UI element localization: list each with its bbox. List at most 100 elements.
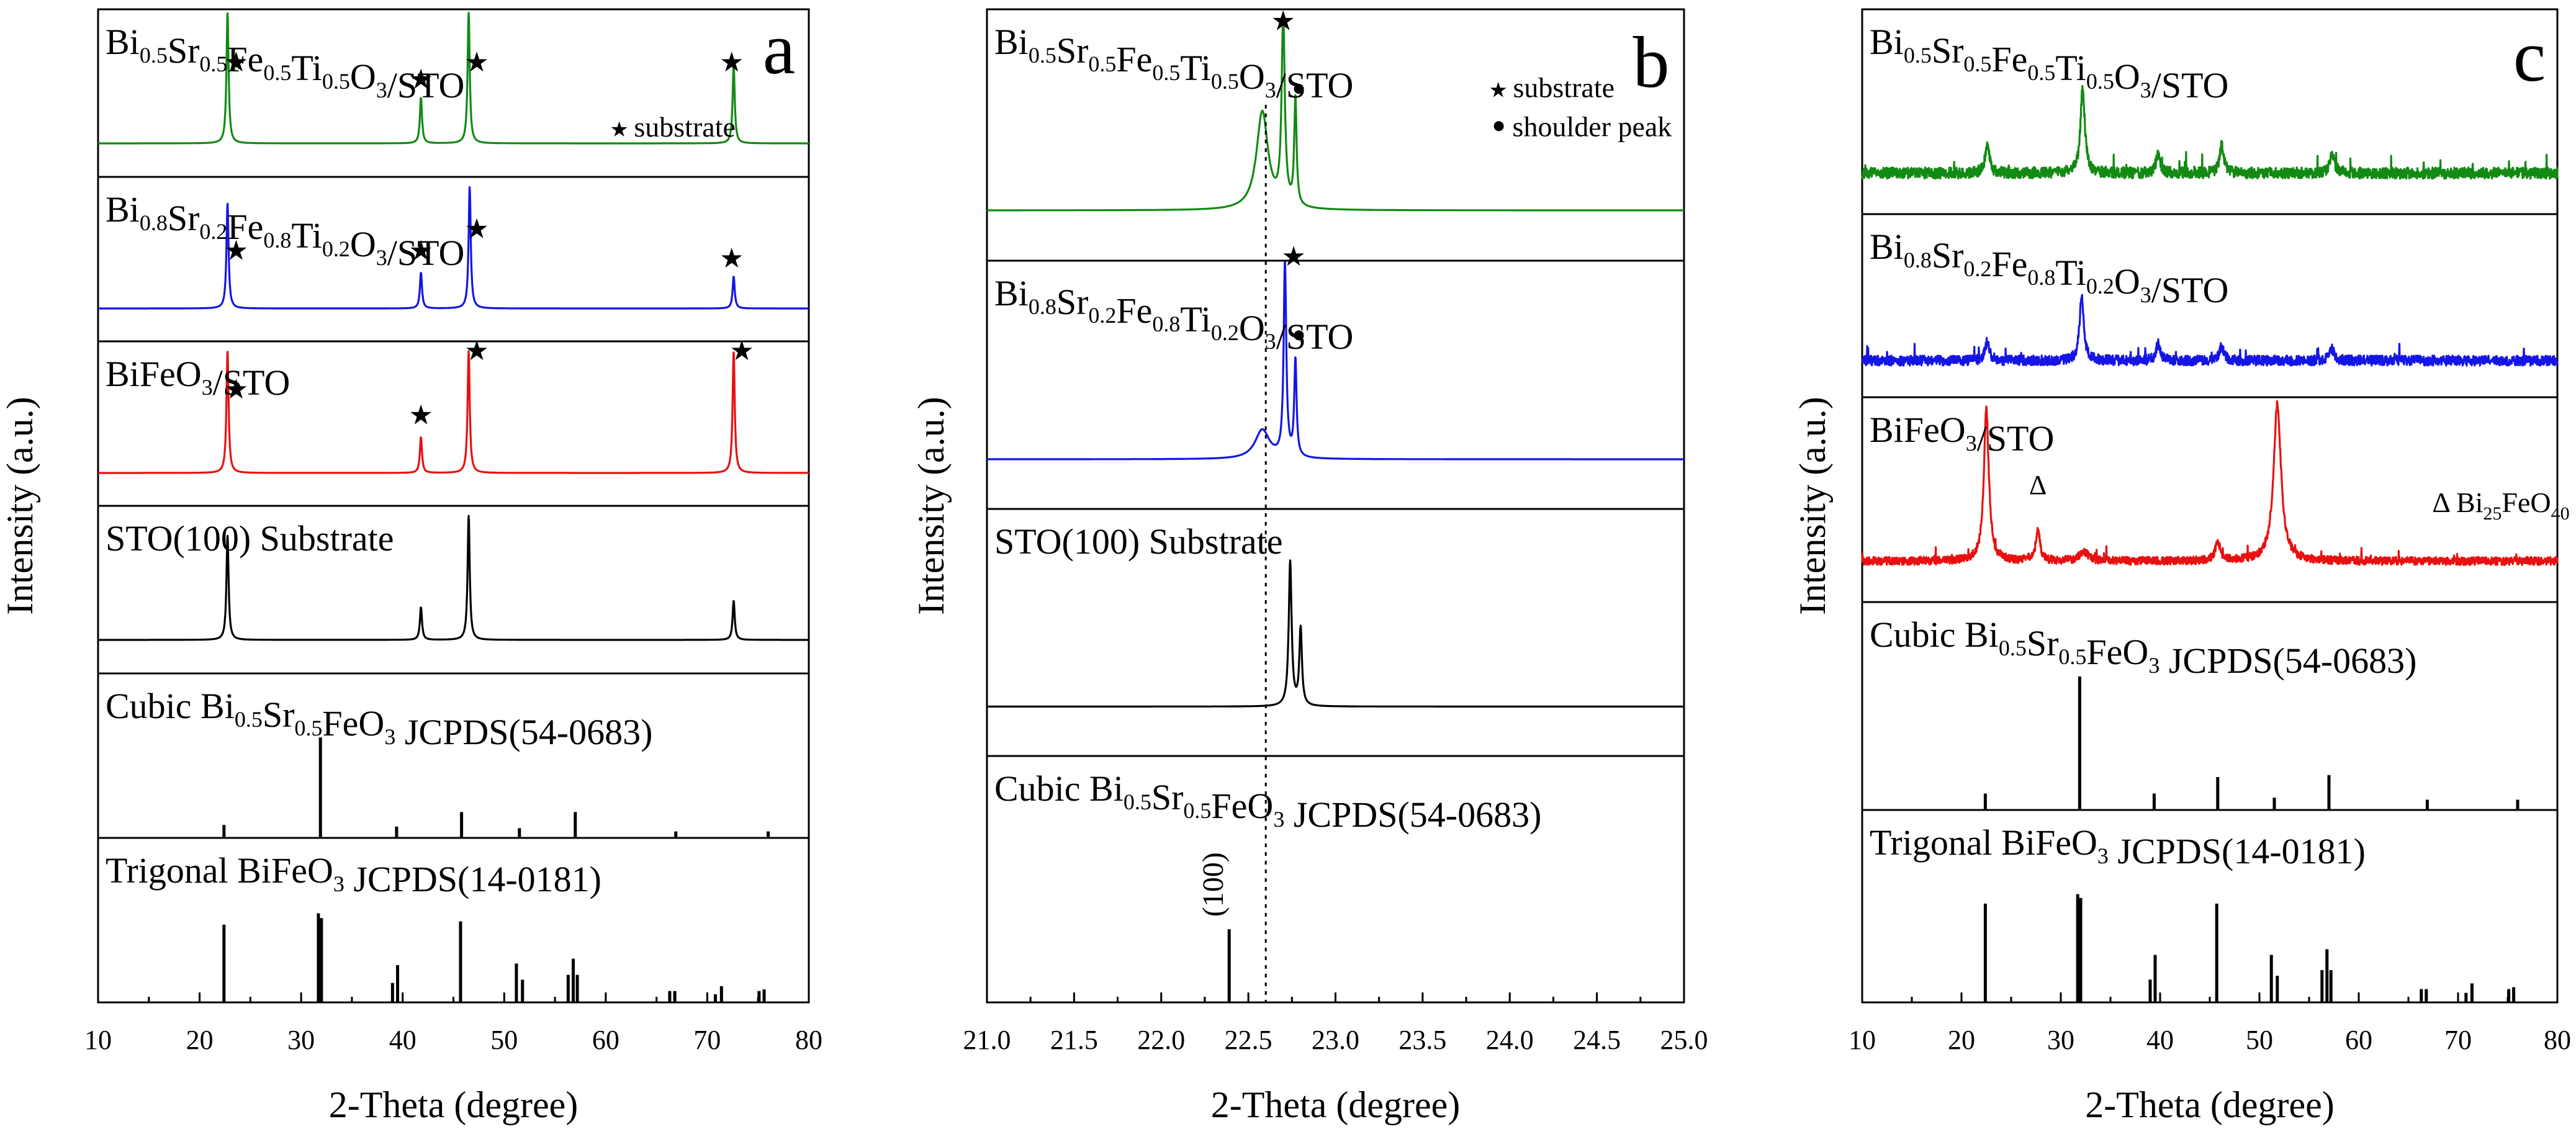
series-label: Cubic Bi0.5Sr0.5FeO3 JCPDS(54-0683) xyxy=(994,768,1541,835)
x-tick-label: 40 xyxy=(2146,1025,2174,1055)
x-tick-label: 22.0 xyxy=(1137,1025,1185,1055)
x-axis-label: 2-Theta (degree) xyxy=(1211,1084,1460,1125)
x-axis-label: 2-Theta (degree) xyxy=(2085,1084,2334,1125)
substrate-star-marker: ★ xyxy=(1271,6,1295,36)
x-tick-label: 22.5 xyxy=(1225,1025,1272,1055)
x-tick-label: 24.0 xyxy=(1486,1025,1534,1055)
series-label: Trigonal BiFeO3 JCPDS(14-0181) xyxy=(106,850,601,899)
legend-substrate: ★ substrate xyxy=(610,111,736,143)
series-label: Bi0.8Sr0.2Fe0.8Ti0.2O3/STO xyxy=(106,189,464,273)
trace-2: ★ ★ ★ ★ xyxy=(97,336,810,474)
pattern-line xyxy=(986,261,1685,461)
substrate-star-marker: ★ xyxy=(719,243,744,274)
x-tick-label: 20 xyxy=(186,1025,214,1055)
trace-4 xyxy=(222,737,770,838)
series-label: Bi0.5Sr0.5Fe0.5Ti0.5O3/STO xyxy=(1870,22,2228,106)
panel-letter: c xyxy=(2513,16,2546,97)
x-tick-label: 50 xyxy=(490,1025,518,1055)
legend-substrate: ★ substrate xyxy=(1489,71,1615,103)
y-axis-label: Intensity (a.u.) xyxy=(0,397,40,615)
panel-letter: a xyxy=(763,8,795,89)
series-label: Trigonal BiFeO3 JCPDS(14-0181) xyxy=(1870,822,2366,871)
substrate-star-marker: ★ xyxy=(464,47,489,78)
trace-0: ★ ★ ★ ★ xyxy=(97,12,810,145)
trace-1: ★ ★ ★ ★ xyxy=(97,186,810,310)
trace-5 xyxy=(222,913,766,1002)
impurity-delta-marker: Δ xyxy=(2029,470,2047,500)
x-tick-label: 60 xyxy=(592,1025,619,1055)
legend-impurity: Δ Bi25FeO40 xyxy=(2432,487,2569,524)
substrate-star-marker: ★ xyxy=(719,47,744,78)
series-label: Bi0.8Sr0.2Fe0.8Ti0.2O3/STO xyxy=(994,273,1353,357)
pattern-line xyxy=(1861,294,2559,367)
series-label: STO(100) Substrate xyxy=(106,518,394,559)
x-tick-label: 23.0 xyxy=(1312,1025,1359,1055)
shoulder-dot-marker xyxy=(1294,330,1304,341)
x-tick-label: 70 xyxy=(2444,1025,2472,1055)
x-tick-label: 70 xyxy=(693,1025,721,1055)
series-label: Bi0.5Sr0.5Fe0.5Ti0.5O3/STO xyxy=(994,22,1353,106)
trace-1 xyxy=(1861,294,2559,367)
x-tick-label: 10 xyxy=(84,1025,112,1055)
y-axis-label: Intensity (a.u.) xyxy=(911,397,952,615)
trace-3 xyxy=(1983,676,2520,810)
substrate-star-marker: ★ xyxy=(1281,241,1305,272)
series-label: Cubic Bi0.5Sr0.5FeO3 JCPDS(54-0683) xyxy=(106,686,652,752)
trace-4 xyxy=(1983,894,2516,1002)
x-axis-label: 2-Theta (degree) xyxy=(329,1084,578,1125)
x-tick-label: 20 xyxy=(1948,1025,1975,1055)
x-tick-label: 10 xyxy=(1849,1025,1876,1055)
x-tick-label: 30 xyxy=(2047,1025,2074,1055)
pattern-line xyxy=(97,12,810,145)
pattern-line xyxy=(97,515,810,641)
x-tick-label: 30 xyxy=(287,1025,315,1055)
panel-b: ★Bi0.5Sr0.5Fe0.5Ti0.5O3/STO ★ substratesh… xyxy=(911,6,1708,1125)
pattern-line xyxy=(986,559,1685,708)
x-tick-label: 21.0 xyxy=(963,1025,1011,1055)
substrate-star-marker: ★ xyxy=(464,214,489,244)
x-tick-label: 25.0 xyxy=(1660,1025,1708,1055)
subplot-frame xyxy=(97,340,810,507)
substrate-star-marker: ★ xyxy=(464,336,489,366)
shoulder-dot-marker xyxy=(1294,84,1304,94)
trace-2: Δ xyxy=(1861,400,2559,566)
legend-shoulder: shoulder peak xyxy=(1513,110,1672,142)
pattern-line xyxy=(1861,85,2559,180)
substrate-star-marker: ★ xyxy=(224,374,248,405)
pattern-line xyxy=(986,12,1685,212)
trace-3 xyxy=(97,515,810,641)
legend-shoulder-dot xyxy=(1493,121,1504,132)
trace-2 xyxy=(986,559,1685,708)
pattern-line xyxy=(1861,400,2559,566)
pattern-line xyxy=(97,186,810,310)
series-label: BiFeO3/STO xyxy=(106,354,290,403)
substrate-star-marker: ★ xyxy=(408,400,433,430)
series-label: Cubic Bi0.5Sr0.5FeO3 JCPDS(54-0683) xyxy=(1870,614,2416,681)
panel-letter: b xyxy=(1633,22,1670,103)
series-label: Bi0.8Sr0.2Fe0.8Ti0.2O3/STO xyxy=(1870,227,2228,310)
y-axis-label: Intensity (a.u.) xyxy=(1792,397,1833,615)
hkl-annotation: (100) xyxy=(1197,852,1230,917)
pattern-line xyxy=(97,350,810,474)
x-tick-label: 24.5 xyxy=(1573,1025,1621,1055)
substrate-star-marker: ★ xyxy=(729,336,754,366)
series-label: STO(100) Substrate xyxy=(994,521,1283,562)
x-tick-label: 60 xyxy=(2345,1025,2372,1055)
series-label: BiFeO3/STO xyxy=(1870,410,2054,459)
trace-0 xyxy=(1861,85,2559,180)
subplot-frame xyxy=(986,259,1685,510)
x-tick-label: 23.5 xyxy=(1398,1025,1446,1055)
subplot-frame xyxy=(1861,8,2559,215)
panel-a: ★★★ ★Bi0.5Sr0.5Fe0.5Ti0.5O3/STO★ substrat… xyxy=(0,8,822,1125)
panel-c: Bi0.5Sr0.5Fe0.5Ti0.5O3/STO Bi0.8Sr0.2Fe0.… xyxy=(1792,8,2571,1125)
x-tick-label: 80 xyxy=(795,1025,822,1055)
substrate-star-marker: ★ xyxy=(408,235,433,266)
x-tick-label: 40 xyxy=(389,1025,417,1055)
substrate-star-marker: ★ xyxy=(224,47,248,78)
substrate-star-marker: ★ xyxy=(408,65,433,95)
x-tick-label: 50 xyxy=(2246,1025,2273,1055)
x-tick-label: 80 xyxy=(2544,1025,2571,1055)
x-tick-label: 21.5 xyxy=(1050,1025,1098,1055)
trace-0: ★ xyxy=(986,6,1685,212)
